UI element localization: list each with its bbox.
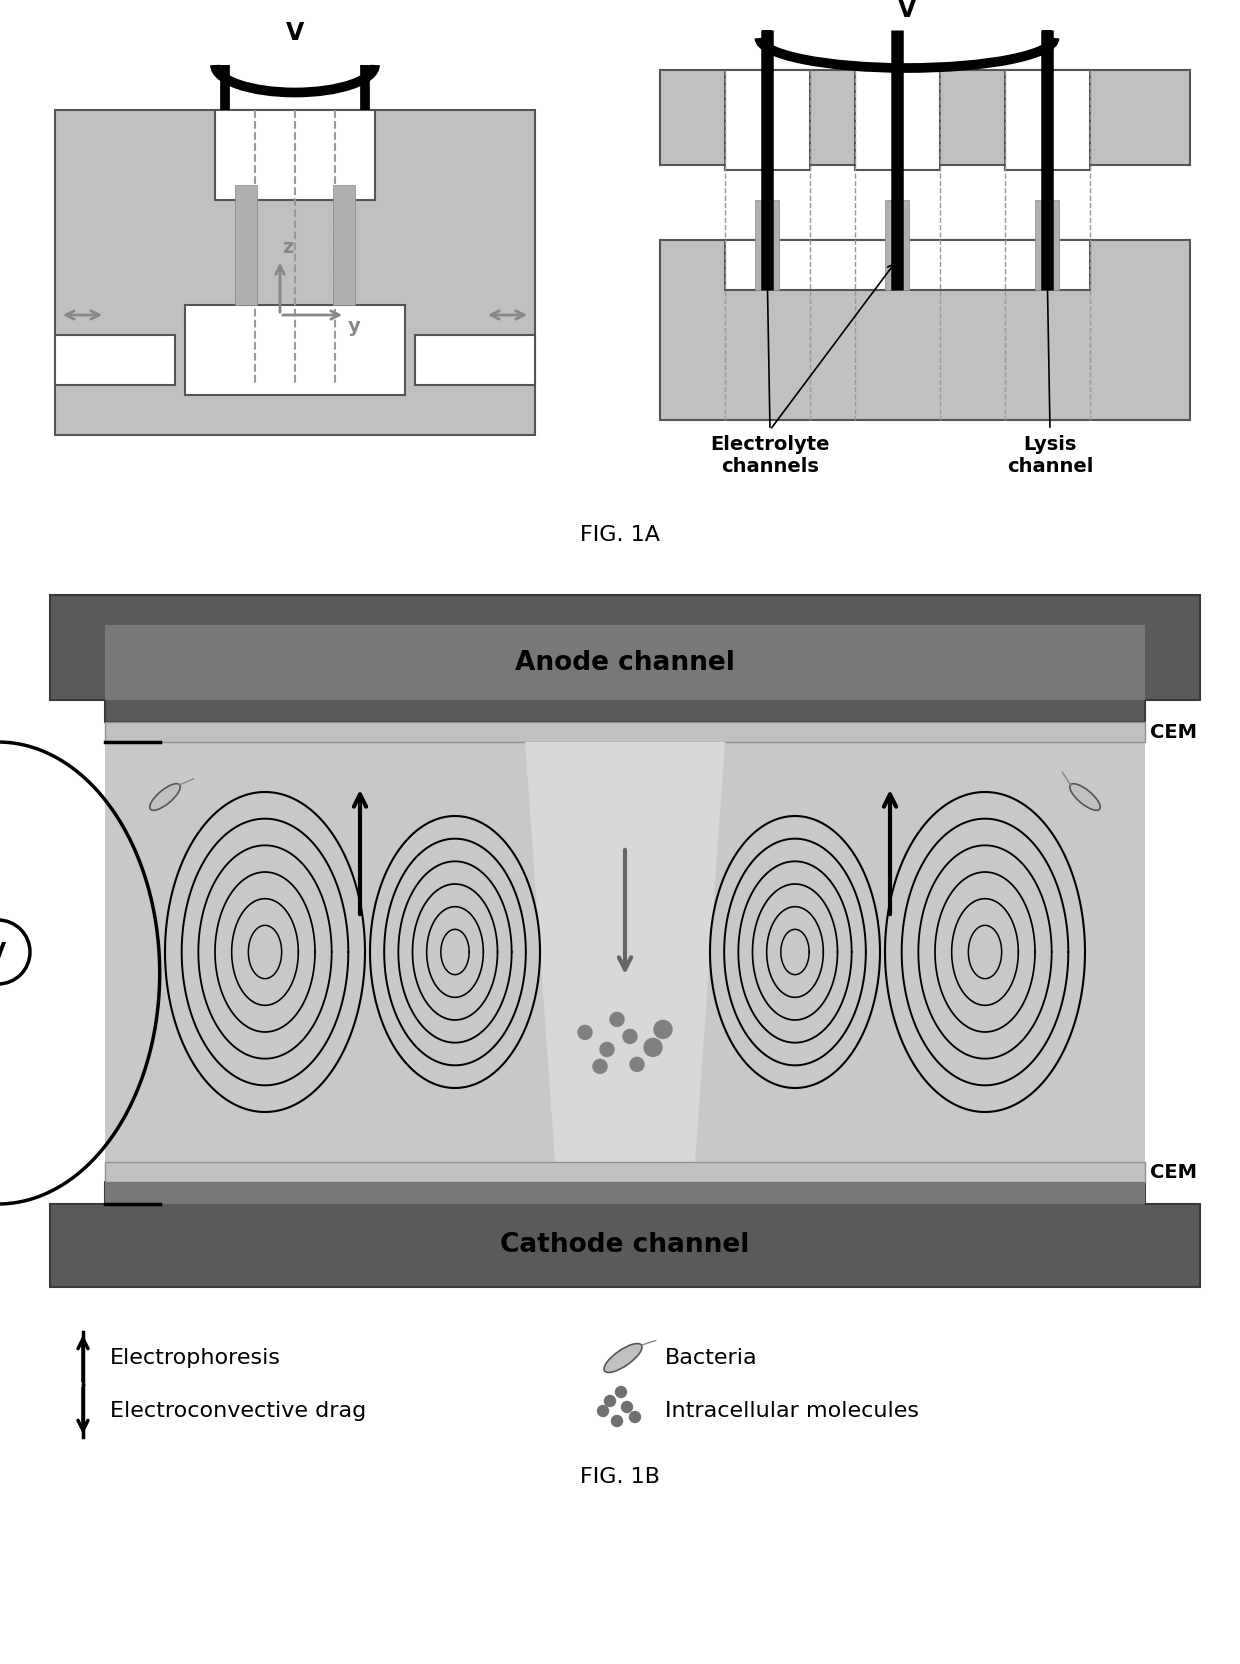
Bar bbox=[55, 110, 534, 434]
Bar bbox=[660, 240, 1190, 419]
Bar bbox=[755, 200, 779, 290]
Bar bbox=[1004, 70, 1090, 170]
Text: CEM: CEM bbox=[1149, 722, 1197, 742]
Bar bbox=[1035, 200, 1059, 290]
Polygon shape bbox=[50, 1181, 1200, 1286]
Bar bbox=[660, 70, 1190, 165]
Polygon shape bbox=[105, 626, 1145, 701]
Text: V: V bbox=[898, 0, 916, 22]
Text: Lysis
channel: Lysis channel bbox=[1007, 434, 1094, 476]
Circle shape bbox=[578, 1025, 591, 1040]
Text: Electrolyte
channels: Electrolyte channels bbox=[711, 434, 830, 476]
Bar bbox=[885, 200, 909, 290]
Text: FIG. 1A: FIG. 1A bbox=[580, 526, 660, 546]
Circle shape bbox=[658, 1025, 668, 1035]
Circle shape bbox=[621, 1401, 632, 1413]
Bar bbox=[215, 110, 374, 200]
Text: V: V bbox=[286, 22, 304, 45]
Text: Electroconvective drag: Electroconvective drag bbox=[110, 1401, 366, 1421]
Bar bbox=[105, 722, 1145, 742]
Bar bbox=[415, 334, 534, 384]
Text: y: y bbox=[348, 318, 361, 336]
Ellipse shape bbox=[604, 1343, 642, 1373]
Circle shape bbox=[644, 1038, 662, 1057]
Polygon shape bbox=[525, 742, 725, 1161]
Text: z: z bbox=[281, 238, 293, 256]
Text: CEM: CEM bbox=[1149, 1163, 1197, 1181]
Polygon shape bbox=[105, 1181, 1145, 1205]
Bar bbox=[105, 1161, 1145, 1181]
Text: Bacteria: Bacteria bbox=[665, 1348, 758, 1368]
Circle shape bbox=[622, 1030, 637, 1043]
Circle shape bbox=[608, 1010, 626, 1028]
Circle shape bbox=[627, 1055, 646, 1073]
Text: Electrophoresis: Electrophoresis bbox=[110, 1348, 281, 1368]
Bar bbox=[185, 305, 405, 394]
Circle shape bbox=[598, 1406, 609, 1416]
Ellipse shape bbox=[150, 784, 180, 810]
Text: V: V bbox=[0, 942, 6, 962]
Bar bbox=[105, 742, 1145, 1161]
Bar bbox=[334, 185, 355, 305]
Bar bbox=[725, 240, 1090, 290]
Polygon shape bbox=[50, 596, 1200, 722]
Circle shape bbox=[591, 1057, 609, 1075]
Ellipse shape bbox=[1070, 784, 1100, 810]
Bar bbox=[725, 70, 810, 170]
Circle shape bbox=[600, 1042, 614, 1057]
Text: FIG. 1B: FIG. 1B bbox=[580, 1468, 660, 1488]
Bar bbox=[55, 334, 175, 384]
Circle shape bbox=[615, 1386, 626, 1398]
Text: Anode channel: Anode channel bbox=[515, 651, 735, 676]
Circle shape bbox=[605, 1396, 615, 1406]
Circle shape bbox=[630, 1411, 641, 1423]
Text: Cathode channel: Cathode channel bbox=[500, 1231, 750, 1258]
Circle shape bbox=[611, 1416, 622, 1426]
Text: Intracellular molecules: Intracellular molecules bbox=[665, 1401, 919, 1421]
Bar bbox=[856, 70, 940, 170]
Bar bbox=[236, 185, 257, 305]
Circle shape bbox=[0, 920, 30, 983]
